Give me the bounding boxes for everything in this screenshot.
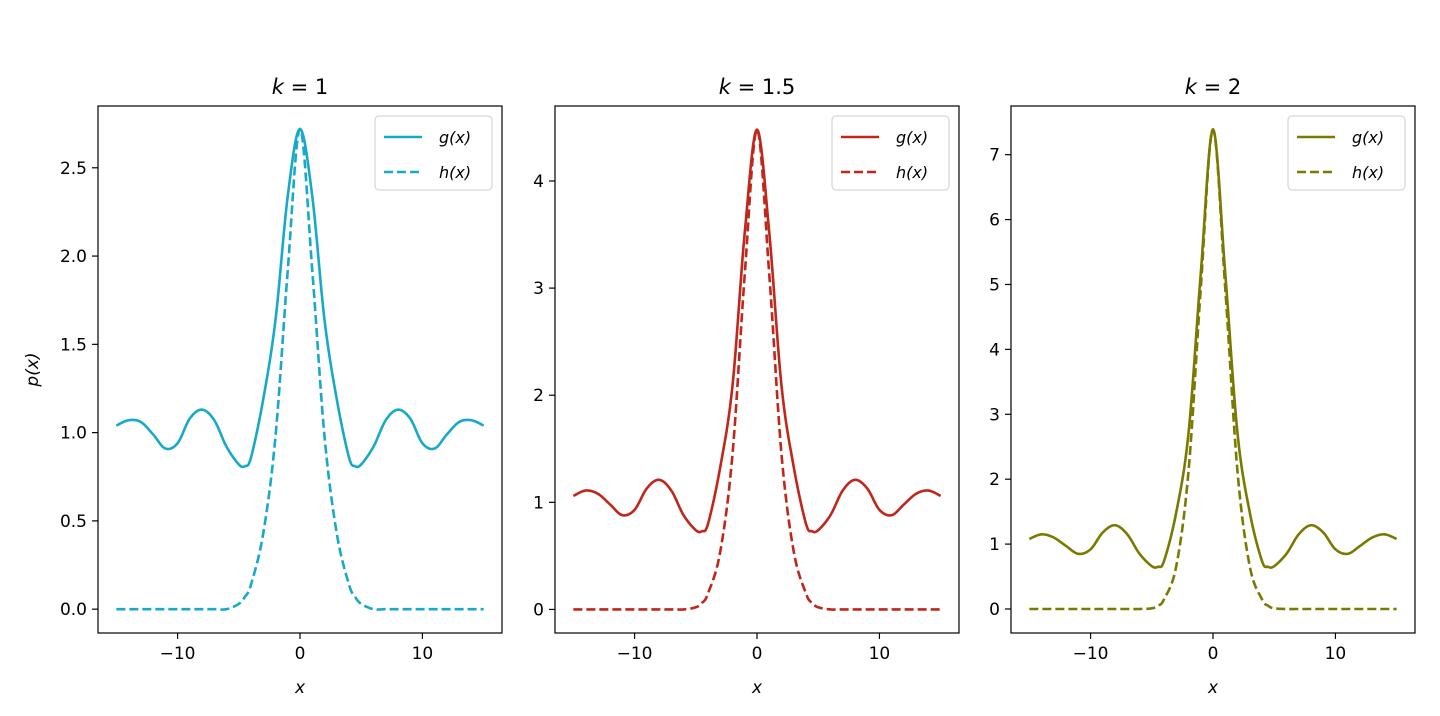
- y-tick-label: 0.5: [60, 512, 87, 532]
- x-axis-label: x: [1207, 678, 1219, 698]
- y-tick-label: 2.5: [60, 159, 87, 179]
- series-line-gx: [572, 128, 942, 534]
- y-tick-label: 3: [989, 405, 1000, 425]
- series-line-gx: [1028, 128, 1398, 569]
- x-tick-label: −10: [1073, 644, 1109, 664]
- subplot-title: k = 2: [1185, 75, 1241, 99]
- y-tick-label: 0: [533, 600, 544, 620]
- series-line-hx: [1028, 128, 1398, 611]
- y-tick-label: 2.0: [60, 247, 87, 267]
- legend-box: [831, 115, 950, 191]
- subplot-1: −10 0 10 0.0 0.5 1.0 1.5 2.0 2.5 x p(x) k = 1 g(x) h(…: [23, 75, 503, 698]
- x-axis-label: x: [751, 678, 763, 698]
- y-tick-label: 6: [989, 211, 1000, 231]
- y-tick-label: 1.5: [60, 335, 87, 355]
- x-tick-label: 0: [1208, 644, 1219, 664]
- subplot-title: k = 1.5: [719, 75, 796, 99]
- y-axis-label: p(x): [23, 352, 43, 387]
- series-line-hx: [572, 128, 942, 611]
- y-tick-label: 1.0: [60, 424, 87, 444]
- legend-label: g(x): [1352, 128, 1384, 147]
- y-tick-label: 4: [989, 340, 1000, 360]
- y-tick-label: 2: [533, 386, 544, 406]
- x-tick-label: 0: [752, 644, 763, 664]
- series-line-hx: [115, 127, 485, 611]
- x-tick-label: 10: [869, 644, 891, 664]
- y-tick-label: 2: [989, 470, 1000, 490]
- subplot-3: −10 0 10 0 1 2 3 4 5 6 7 x k = 2 g(x) h(x): [989, 75, 1416, 698]
- x-tick-label: −10: [617, 644, 653, 664]
- x-tick-label: 10: [412, 644, 434, 664]
- x-axis-label: x: [294, 678, 306, 698]
- y-tick-label: 4: [533, 172, 544, 192]
- x-tick-label: 10: [1325, 644, 1347, 664]
- y-tick-label: 7: [989, 146, 1000, 166]
- subplot-2: −10 0 10 0 1 2 3 4 x k = 1.5 g(x) h(x): [533, 75, 960, 698]
- y-tick-label: 5: [989, 275, 1000, 295]
- legend-label: g(x): [439, 128, 471, 147]
- x-tick-label: 0: [295, 644, 306, 664]
- legend: g(x) h(x): [831, 115, 950, 191]
- legend-label: g(x): [896, 128, 928, 147]
- y-tick-label: 3: [533, 279, 544, 299]
- legend-label: h(x): [1352, 163, 1384, 182]
- x-tick-label: −10: [160, 644, 196, 664]
- subplot-title: k = 1: [272, 75, 328, 99]
- y-tick-label: 1: [989, 535, 1000, 555]
- legend-label: h(x): [439, 163, 471, 182]
- legend: g(x) h(x): [1287, 115, 1406, 191]
- legend-box: [1287, 115, 1406, 191]
- legend-box: [374, 115, 493, 191]
- y-tick-label: 0: [989, 600, 1000, 620]
- legend: g(x) h(x): [374, 115, 493, 191]
- legend-label: h(x): [896, 163, 928, 182]
- y-tick-label: 0.0: [60, 600, 87, 620]
- y-tick-label: 1: [533, 493, 544, 513]
